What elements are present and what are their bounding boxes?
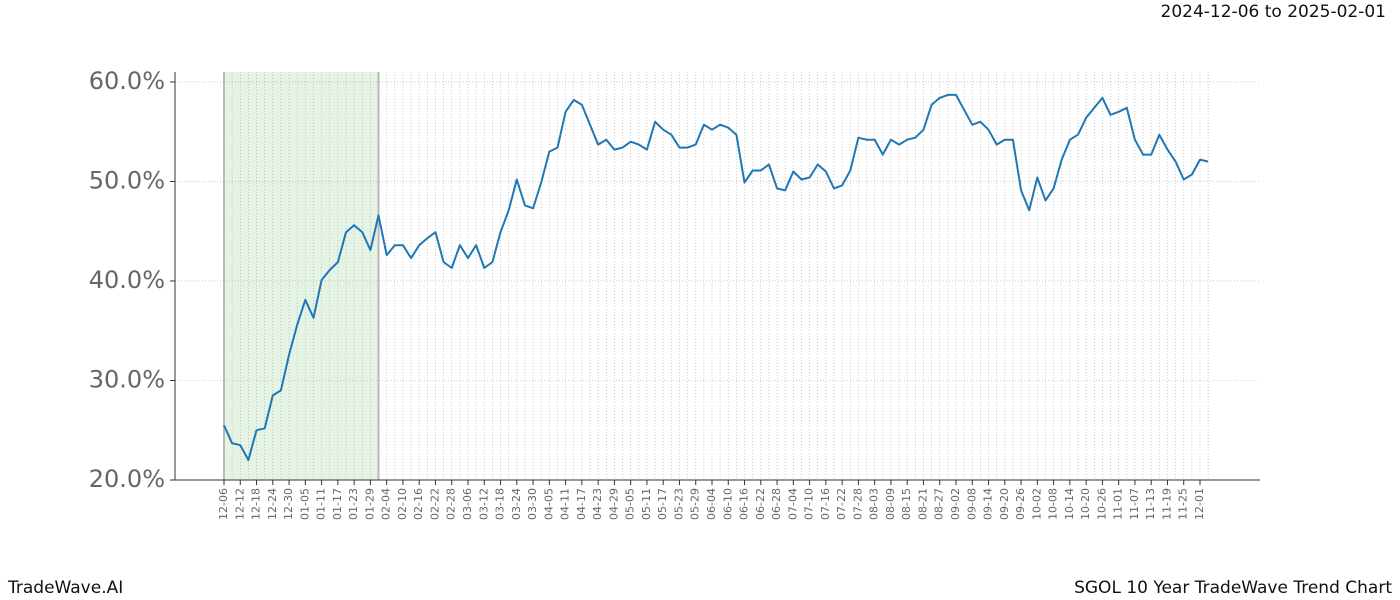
x-tick-label: 03-24 [510, 488, 523, 520]
x-tick-label: 07-16 [819, 488, 832, 520]
footer-right: SGOL 10 Year TradeWave Trend Chart [1074, 578, 1392, 598]
x-tick-label: 08-15 [900, 488, 913, 520]
x-tick-label: 02-22 [428, 488, 441, 520]
x-tick-label: 12-24 [266, 488, 279, 520]
x-tick-label: 09-26 [1014, 488, 1027, 520]
x-tick-label: 11-07 [1128, 488, 1141, 520]
x-tick-label: 06-16 [738, 488, 751, 520]
x-tick-label: 03-12 [477, 488, 490, 520]
x-tick-label: 12-01 [1193, 488, 1206, 520]
x-tick-label: 05-11 [640, 488, 653, 520]
y-tick-label: 50.0% [89, 166, 165, 194]
x-tick-label: 11-19 [1160, 488, 1173, 520]
highlight-span [224, 72, 379, 480]
data-line [223, 93, 1209, 462]
x-tick-label: 12-12 [233, 488, 246, 520]
x-tick-label: 10-14 [1063, 488, 1076, 520]
x-tick-label: 05-17 [656, 488, 669, 520]
y-tick-label: 40.0% [89, 266, 165, 294]
x-tick-label: 11-13 [1144, 488, 1157, 520]
x-tick-label: 01-11 [315, 488, 328, 520]
x-tick-label: 06-28 [770, 488, 783, 520]
x-tick-label: 08-03 [868, 488, 881, 520]
x-tick-label: 07-22 [835, 488, 848, 520]
x-tick-label: 02-16 [412, 488, 425, 520]
x-tick-label: 04-11 [559, 488, 572, 520]
chart-title: 2024-12-06 to 2025-02-01 [1161, 2, 1386, 22]
x-tick-label: 12-06 [217, 488, 230, 520]
y-tick-label: 20.0% [89, 465, 165, 493]
x-tick-label: 04-29 [607, 488, 620, 520]
x-tick-label: 06-10 [721, 488, 734, 520]
x-tick-label: 09-02 [949, 488, 962, 520]
x-tick-label: 09-20 [998, 488, 1011, 520]
x-tick-label: 03-06 [461, 488, 474, 520]
x-tick-label: 08-21 [916, 488, 929, 520]
x-tick-label: 02-28 [445, 488, 458, 520]
x-tick-label: 04-17 [575, 488, 588, 520]
x-tick-label: 04-23 [591, 488, 604, 520]
x-tick-label: 12-18 [250, 488, 263, 520]
y-tick-label: 60.0% [89, 67, 165, 95]
x-tick-label: 05-23 [672, 488, 685, 520]
x-tick-label: 02-10 [396, 488, 409, 520]
x-tick-label: 08-27 [933, 488, 946, 520]
x-tick-label: 10-08 [1047, 488, 1060, 520]
x-tick-label: 10-20 [1079, 488, 1092, 520]
x-tick-label: 05-29 [689, 488, 702, 520]
x-tick-label: 09-08 [965, 488, 978, 520]
x-tick-label: 03-30 [526, 488, 539, 520]
x-tick-label: 07-10 [803, 488, 816, 520]
footer-left: TradeWave.AI [7, 578, 123, 598]
x-tick-label: 11-01 [1112, 488, 1125, 520]
x-tick-label: 08-09 [884, 488, 897, 520]
x-tick-label: 07-28 [851, 488, 864, 520]
x-tick-label: 12-30 [282, 488, 295, 520]
x-tick-label: 05-05 [624, 488, 637, 520]
x-tick-label: 01-17 [331, 488, 344, 520]
y-tick-label: 30.0% [89, 365, 165, 393]
x-tick-label: 07-04 [786, 488, 799, 520]
x-tick-label: 11-25 [1177, 488, 1190, 520]
x-tick-label: 10-02 [1030, 488, 1043, 520]
x-tick-label: 01-23 [347, 488, 360, 520]
x-tick-label: 09-14 [982, 488, 995, 520]
x-tick-label: 06-04 [705, 488, 718, 520]
x-tick-label: 04-05 [542, 488, 555, 520]
x-tick-label: 06-22 [754, 488, 767, 520]
x-tick-label: 02-04 [380, 488, 393, 520]
x-tick-label: 01-05 [298, 488, 311, 520]
x-tick-label: 10-26 [1095, 488, 1108, 520]
x-tick-label: 03-18 [494, 488, 507, 520]
x-tick-label: 01-29 [363, 488, 376, 520]
